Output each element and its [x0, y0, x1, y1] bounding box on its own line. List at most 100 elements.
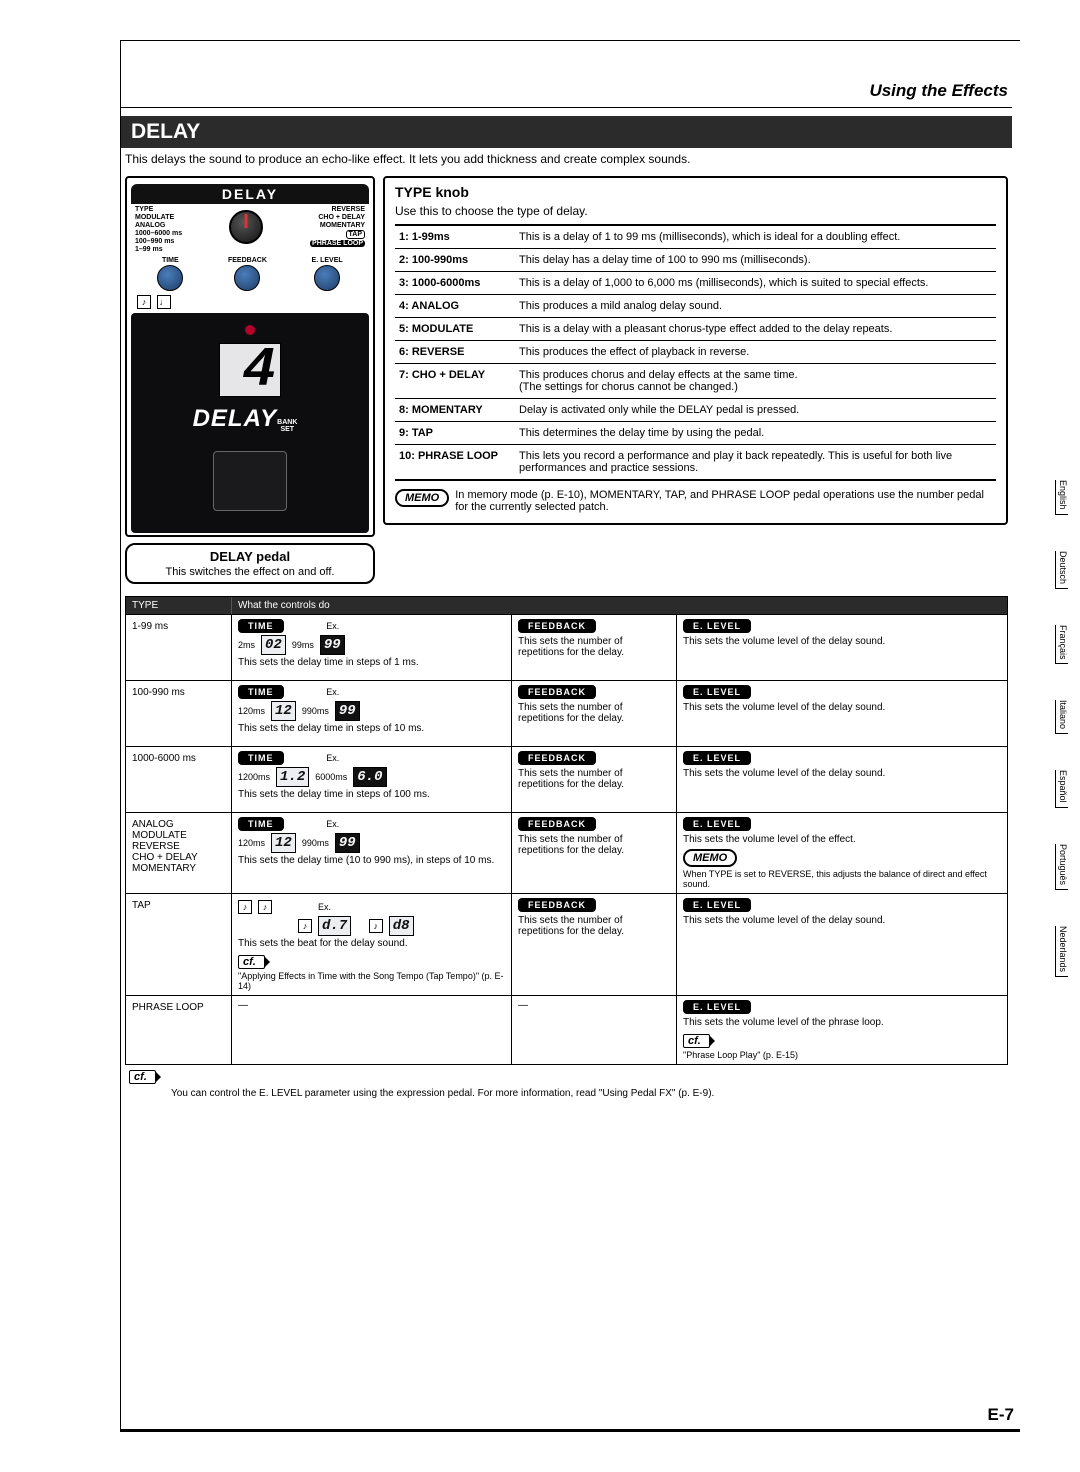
cf-tag: cf.	[683, 1034, 710, 1048]
pedal-word: DELAY	[193, 405, 278, 433]
type-label: MOMENTARY	[310, 222, 365, 229]
type-label: REVERSE	[310, 206, 365, 213]
param-pill: E. LEVEL	[683, 751, 751, 765]
type-row-label: 2: 100-990ms	[395, 249, 515, 272]
type-label: MODULATE	[135, 214, 182, 221]
segment-display: 99	[335, 701, 360, 721]
table-row-type: PHRASE LOOP	[126, 996, 232, 1064]
type-row-desc: This is a delay with a pleasant chorus-t…	[515, 318, 996, 341]
segment-display: d8	[389, 916, 414, 936]
knob-label: FEEDBACK	[228, 257, 267, 264]
type-label: PHRASE LOOP	[310, 240, 365, 247]
controls-table: TYPE What the controls do 1-99 ms TIME E…	[125, 596, 1008, 1065]
type-row-label: 9: TAP	[395, 422, 515, 445]
type-row-desc: This produces the effect of playback in …	[515, 341, 996, 364]
type-row-desc: This determines the delay time by using …	[515, 422, 996, 445]
type-row-desc: This is a delay of 1,000 to 6,000 ms (mi…	[515, 272, 996, 295]
segment-display: d.7	[318, 916, 351, 936]
type-row-label: 5: MODULATE	[395, 318, 515, 341]
segment-display: 12	[271, 701, 296, 721]
led-icon	[245, 325, 255, 335]
table-row-type: 1000-6000 ms	[126, 747, 232, 812]
segment-display: 6.0	[353, 767, 386, 787]
page-number: E-7	[988, 1405, 1014, 1425]
note-icon: ♪	[258, 900, 272, 914]
feedback-knob	[234, 265, 260, 291]
param-pill: TIME	[238, 619, 284, 633]
table-header: What the controls do	[232, 597, 1007, 614]
note-icon: ♪	[298, 919, 312, 933]
type-row-label: 6: REVERSE	[395, 341, 515, 364]
type-row-label: 8: MOMENTARY	[395, 399, 515, 422]
type-row-label: 10: PHRASE LOOP	[395, 445, 515, 481]
language-tab: Italiano	[1055, 700, 1068, 734]
type-label: TYPE	[135, 206, 182, 213]
type-label: ANALOG	[135, 222, 182, 229]
type-row-desc: This lets you record a performance and p…	[515, 445, 996, 481]
memo-text: In memory mode (p. E-10), MOMENTARY, TAP…	[455, 489, 996, 513]
knob-label: TIME	[162, 257, 179, 264]
type-knob-graphic	[229, 210, 263, 244]
param-pill: E. LEVEL	[683, 619, 751, 633]
type-knob-box: TYPE knob Use this to choose the type of…	[383, 176, 1008, 525]
param-pill: TIME	[238, 751, 284, 765]
language-tab: Español	[1055, 770, 1068, 808]
type-knob-title: TYPE knob	[395, 184, 996, 200]
page-section-title: Using the Effects	[869, 81, 1008, 100]
note-icon: ♩	[157, 295, 171, 309]
language-tabs: EnglishDeutschFrançaisItalianoEspañolPor…	[1055, 480, 1068, 977]
type-row-desc: This produces a mild analog delay sound.	[515, 295, 996, 318]
segment-display: 02	[261, 635, 286, 655]
note-icon: ♪	[369, 919, 383, 933]
note-icon: ♪	[137, 295, 151, 309]
time-knob	[157, 265, 183, 291]
param-pill: FEEDBACK	[518, 685, 596, 699]
delay-pedal-callout: DELAY pedal This switches the effect on …	[125, 543, 375, 584]
type-label: 1–99 ms	[135, 246, 182, 253]
knob-label: E. LEVEL	[312, 257, 343, 264]
callout-sub: This switches the effect on and off.	[137, 566, 363, 578]
table-row-type: ANALOG MODULATE REVERSE CHO + DELAY MOME…	[126, 813, 232, 893]
type-row-label: 7: CHO + DELAY	[395, 364, 515, 399]
pedal-display: 4	[219, 343, 281, 397]
param-pill: FEEDBACK	[518, 619, 596, 633]
type-row-label: 4: ANALOG	[395, 295, 515, 318]
table-row-type: TAP	[126, 894, 232, 995]
param-pill: E. LEVEL	[683, 1000, 751, 1014]
language-tab: Français	[1055, 625, 1068, 665]
type-row-desc: Delay is activated only while the DELAY …	[515, 399, 996, 422]
elevel-knob	[314, 265, 340, 291]
language-tab: Deutsch	[1055, 551, 1068, 589]
type-row-label: 3: 1000-6000ms	[395, 272, 515, 295]
type-label: CHO + DELAY	[310, 214, 365, 221]
param-pill: FEEDBACK	[518, 817, 596, 831]
type-knob-sub: Use this to choose the type of delay.	[395, 204, 996, 218]
segment-display: 12	[271, 833, 296, 853]
bank-set-label: BANK SET	[277, 419, 297, 433]
pedal-diagram: DELAY TYPE MODULATE ANALOG 1000–6000 ms …	[125, 176, 375, 584]
type-label: 100–990 ms	[135, 238, 182, 245]
param-pill: FEEDBACK	[518, 898, 596, 912]
memo-pill: MEMO	[683, 849, 737, 867]
cf-tag: cf.	[129, 1070, 156, 1084]
segment-display: 99	[320, 635, 345, 655]
param-pill: FEEDBACK	[518, 751, 596, 765]
footswitch-graphic	[213, 451, 287, 511]
type-row-desc: This is a delay of 1 to 99 ms (milliseco…	[515, 225, 996, 249]
segment-display: 1.2	[276, 767, 309, 787]
language-tab: Nederlands	[1055, 926, 1068, 977]
pedal-top-label: DELAY	[131, 184, 369, 204]
segment-display: 99	[335, 833, 360, 853]
type-row-label: 1: 1-99ms	[395, 225, 515, 249]
lead-text: This delays the sound to produce an echo…	[121, 148, 1012, 176]
param-pill: E. LEVEL	[683, 898, 751, 912]
memo-pill: MEMO	[395, 489, 449, 507]
footer-note: You can control the E. LEVEL parameter u…	[121, 1084, 1012, 1099]
param-pill: TIME	[238, 817, 284, 831]
language-tab: Português	[1055, 844, 1068, 890]
param-pill: E. LEVEL	[683, 817, 751, 831]
section-title: DELAY	[121, 116, 1012, 148]
type-row-desc: This delay has a delay time of 100 to 99…	[515, 249, 996, 272]
param-pill: TIME	[238, 685, 284, 699]
note-icon: ♪	[238, 900, 252, 914]
